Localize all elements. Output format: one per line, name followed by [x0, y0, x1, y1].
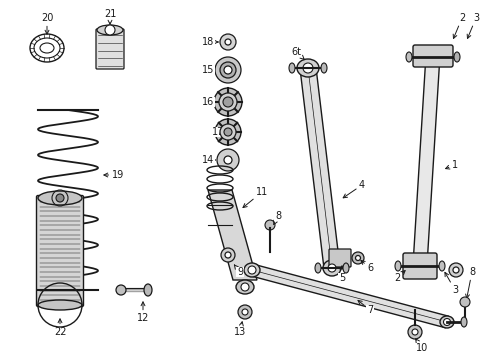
Text: 20: 20 — [41, 13, 53, 34]
Polygon shape — [413, 55, 440, 265]
Circle shape — [220, 124, 236, 140]
Circle shape — [241, 283, 249, 291]
Circle shape — [352, 252, 364, 264]
Circle shape — [215, 57, 241, 83]
Ellipse shape — [97, 25, 123, 35]
Ellipse shape — [38, 300, 82, 310]
Ellipse shape — [321, 63, 327, 73]
Text: 16: 16 — [202, 97, 214, 107]
Text: 2: 2 — [453, 13, 465, 39]
Ellipse shape — [395, 261, 401, 271]
Circle shape — [220, 62, 236, 78]
Circle shape — [223, 97, 233, 107]
Circle shape — [408, 325, 422, 339]
Ellipse shape — [461, 317, 467, 327]
Ellipse shape — [406, 52, 412, 62]
FancyBboxPatch shape — [413, 45, 453, 67]
Circle shape — [219, 93, 237, 111]
Text: 10: 10 — [416, 339, 428, 353]
Ellipse shape — [439, 261, 445, 271]
Text: 7: 7 — [358, 300, 373, 315]
Text: 8: 8 — [466, 267, 475, 298]
Circle shape — [217, 149, 239, 171]
Circle shape — [460, 297, 470, 307]
Circle shape — [242, 309, 248, 315]
Circle shape — [356, 256, 361, 261]
Circle shape — [224, 66, 232, 74]
Text: 22: 22 — [54, 319, 66, 337]
Text: 6: 6 — [361, 261, 373, 273]
Circle shape — [224, 128, 232, 136]
Text: 8: 8 — [274, 211, 281, 225]
Circle shape — [224, 156, 232, 164]
Circle shape — [238, 305, 252, 319]
Circle shape — [220, 34, 236, 50]
Ellipse shape — [454, 52, 460, 62]
Polygon shape — [300, 67, 340, 269]
Text: 3: 3 — [467, 13, 479, 39]
Text: 17: 17 — [212, 127, 224, 137]
Ellipse shape — [244, 263, 260, 277]
Ellipse shape — [144, 284, 152, 296]
Text: 15: 15 — [202, 65, 214, 75]
Text: 1: 1 — [445, 160, 458, 170]
Circle shape — [412, 329, 418, 335]
Ellipse shape — [38, 191, 82, 205]
Text: 9: 9 — [234, 265, 243, 277]
Polygon shape — [250, 264, 448, 328]
Circle shape — [303, 63, 313, 73]
FancyBboxPatch shape — [329, 249, 351, 267]
Ellipse shape — [236, 280, 254, 294]
Ellipse shape — [343, 263, 349, 273]
Circle shape — [443, 319, 450, 325]
Text: 13: 13 — [234, 322, 246, 337]
Circle shape — [265, 220, 275, 230]
Circle shape — [214, 88, 242, 116]
Circle shape — [328, 264, 336, 272]
Ellipse shape — [440, 316, 454, 328]
Ellipse shape — [30, 34, 64, 62]
Text: 12: 12 — [137, 302, 149, 323]
Text: 19: 19 — [104, 170, 124, 180]
FancyBboxPatch shape — [403, 253, 437, 279]
Circle shape — [453, 267, 459, 273]
Ellipse shape — [34, 38, 60, 58]
Text: 11: 11 — [243, 187, 268, 208]
Circle shape — [215, 119, 241, 145]
Ellipse shape — [323, 260, 341, 276]
Ellipse shape — [40, 43, 54, 53]
Ellipse shape — [297, 59, 319, 77]
Circle shape — [225, 39, 231, 45]
Text: 4: 4 — [343, 180, 365, 198]
Ellipse shape — [289, 63, 295, 73]
FancyBboxPatch shape — [96, 29, 124, 69]
FancyBboxPatch shape — [36, 195, 83, 306]
Circle shape — [56, 194, 64, 202]
Text: 21: 21 — [104, 9, 116, 24]
Text: 6t: 6t — [291, 47, 304, 59]
Circle shape — [221, 248, 235, 262]
Text: 3: 3 — [445, 273, 458, 295]
Circle shape — [248, 266, 256, 274]
Circle shape — [116, 285, 126, 295]
Text: 18: 18 — [202, 37, 218, 47]
Circle shape — [105, 25, 115, 35]
Circle shape — [225, 252, 231, 258]
Polygon shape — [208, 190, 257, 280]
Text: 14: 14 — [202, 155, 215, 165]
Text: 5: 5 — [339, 266, 345, 283]
Ellipse shape — [315, 263, 321, 273]
Text: 2: 2 — [394, 271, 405, 283]
Circle shape — [449, 263, 463, 277]
